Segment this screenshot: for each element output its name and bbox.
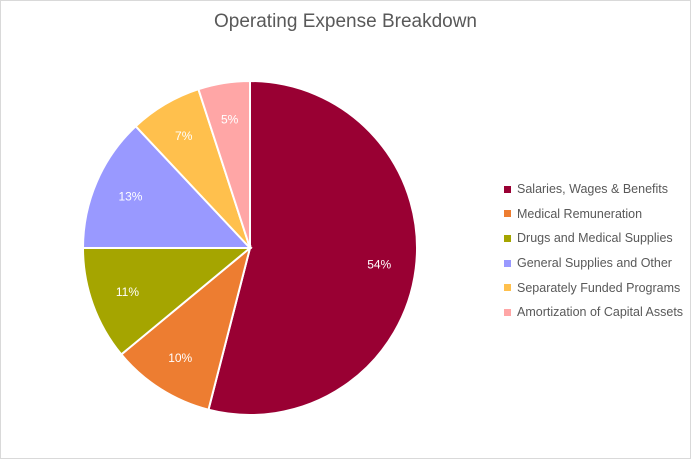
legend-item-5: Amortization of Capital Assets — [504, 300, 683, 325]
legend-item-0: Salaries, Wages & Benefits — [504, 177, 683, 202]
legend-swatch — [504, 284, 511, 292]
pie-slice-2 — [81, 247, 253, 356]
legend-swatch — [504, 259, 511, 267]
legend-label: Amortization of Capital Assets — [517, 305, 684, 320]
pie-slice-1 — [119, 245, 252, 411]
legend-item-1: Medical Remuneration — [504, 202, 683, 227]
slice-data-label-1: 10% — [168, 351, 192, 365]
legend-label: General Supplies and Other — [517, 256, 672, 271]
slice-data-label-4: 7% — [175, 129, 193, 143]
legend-item-4: Separately Funded Programs — [504, 275, 683, 300]
legend-label: Salaries, Wages & Benefits — [517, 182, 668, 197]
legend-swatch — [504, 308, 511, 316]
legend-swatch — [504, 234, 511, 242]
slice-data-label-2: 11% — [116, 285, 139, 299]
slice-data-label-3: 13% — [118, 189, 142, 203]
legend-label: Medical Remuneration — [517, 206, 643, 221]
slice-data-label-5: 5% — [221, 112, 239, 126]
legend-label: Separately Funded Programs — [517, 280, 681, 295]
pie-slice-5 — [197, 79, 251, 249]
legend-swatch — [504, 185, 511, 193]
legend-item-3: General Supplies and Other — [504, 251, 683, 276]
legend-item-2: Drugs and Medical Supplies — [504, 226, 683, 251]
slice-data-label-0: 54% — [367, 257, 391, 271]
chart-title: Operating Expense Breakdown — [214, 11, 477, 32]
pie-slice-0 — [207, 79, 418, 416]
pie-slice-3 — [81, 124, 253, 249]
legend-label: Drugs and Medical Supplies — [517, 231, 673, 246]
legend-swatch — [504, 210, 511, 218]
legend: Salaries, Wages & Benefits Medical Remune… — [504, 177, 683, 325]
